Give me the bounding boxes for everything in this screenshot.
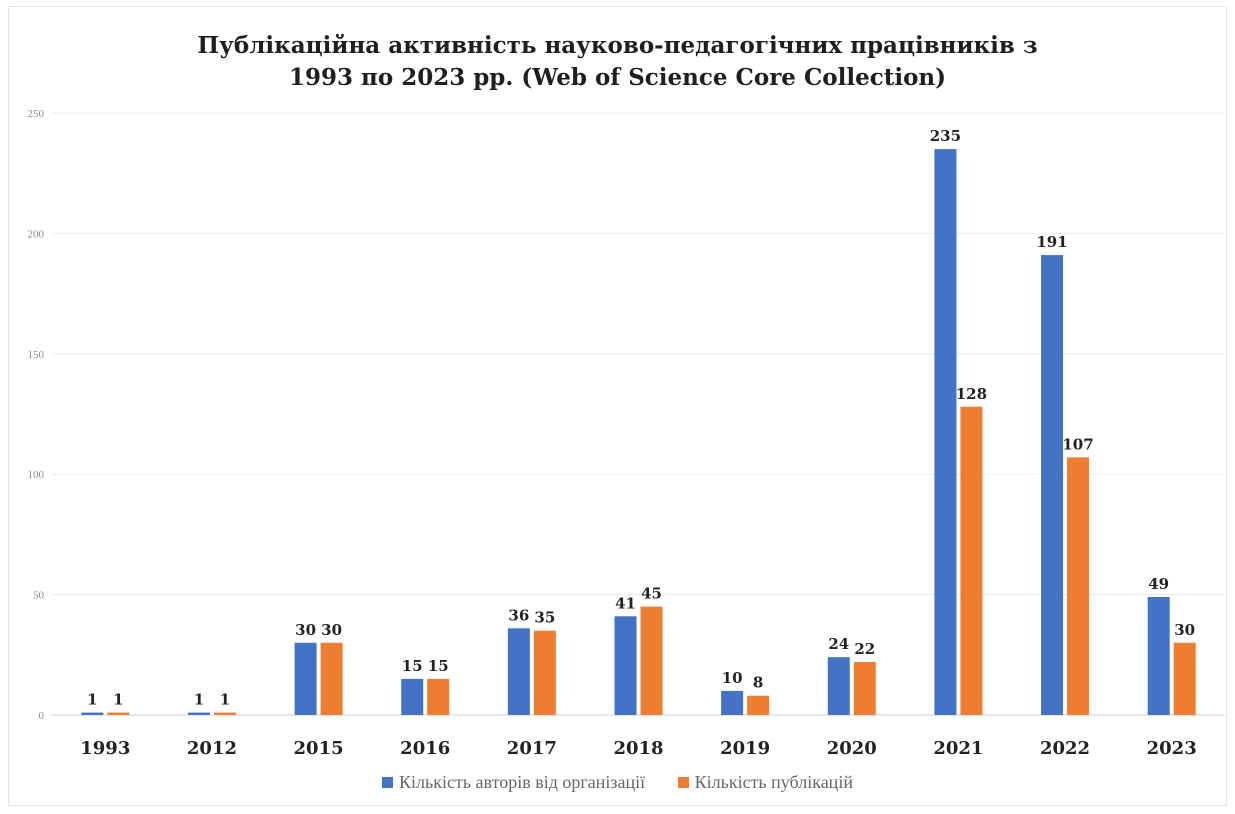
data-label-publications-2022: 107 bbox=[1062, 435, 1093, 453]
bar-publications-2015 bbox=[320, 642, 343, 715]
y-tick-label-200: 200 bbox=[28, 228, 45, 240]
bar-authors-2022 bbox=[1041, 255, 1064, 715]
x-tick-label-2023: 2023 bbox=[1147, 738, 1197, 759]
data-label-publications-2020: 22 bbox=[854, 640, 875, 658]
data-label-publications-2015: 30 bbox=[321, 621, 342, 639]
bar-publications-1993 bbox=[107, 712, 130, 715]
bar-authors-2021 bbox=[934, 149, 957, 715]
bar-publications-2017 bbox=[533, 630, 556, 715]
y-tick-label-100: 100 bbox=[28, 469, 45, 481]
bar-authors-2018 bbox=[614, 616, 637, 715]
data-label-publications-2016: 15 bbox=[428, 657, 449, 675]
data-label-publications-2012: 1 bbox=[220, 691, 230, 709]
legend-item-publications: Кількість публікацій bbox=[677, 772, 853, 793]
bar-authors-2015 bbox=[294, 642, 317, 715]
bar-authors-2023 bbox=[1147, 597, 1170, 715]
bar-publications-2019 bbox=[747, 695, 770, 715]
data-label-publications-1993: 1 bbox=[113, 691, 123, 709]
chart-legend: Кількість авторів від організації Кількі… bbox=[0, 772, 1235, 793]
data-label-authors-2021: 235 bbox=[930, 127, 961, 145]
x-tick-label-2012: 2012 bbox=[187, 738, 237, 759]
data-label-authors-2012: 1 bbox=[194, 691, 204, 709]
bar-publications-2020 bbox=[853, 662, 876, 715]
y-tick-label-0: 0 bbox=[39, 710, 45, 722]
x-tick-label-2022: 2022 bbox=[1040, 738, 1090, 759]
bar-publications-2022 bbox=[1067, 457, 1090, 715]
x-tick-label-2016: 2016 bbox=[400, 738, 450, 759]
data-label-authors-2017: 36 bbox=[508, 606, 529, 624]
legend-item-authors: Кількість авторів від організації bbox=[382, 772, 645, 793]
y-tick-label-150: 150 bbox=[28, 349, 45, 361]
bar-authors-2012 bbox=[187, 712, 210, 715]
data-label-publications-2021: 128 bbox=[956, 385, 987, 403]
x-tick-label-1993: 1993 bbox=[80, 738, 130, 759]
x-tick-label-2015: 2015 bbox=[294, 738, 344, 759]
data-label-authors-2018: 41 bbox=[615, 594, 636, 612]
data-label-publications-2019: 8 bbox=[753, 674, 763, 692]
bar-authors-2017 bbox=[507, 628, 530, 715]
y-tick-label-50: 50 bbox=[33, 590, 45, 602]
data-label-publications-2018: 45 bbox=[641, 585, 662, 603]
chart-title-line-2: 1993 по 2023 рр. (Web of Science Core Co… bbox=[288, 64, 947, 91]
legend-label-publications: Кількість публікацій bbox=[694, 772, 853, 792]
bar-publications-2023 bbox=[1173, 642, 1196, 715]
y-tick-label-250: 250 bbox=[28, 108, 45, 120]
legend-label-authors: Кількість авторів від організації bbox=[399, 772, 646, 792]
bar-publications-2018 bbox=[640, 606, 663, 715]
data-label-authors-2022: 191 bbox=[1036, 233, 1067, 251]
data-label-authors-2023: 49 bbox=[1148, 575, 1169, 593]
legend-swatch-authors bbox=[382, 777, 394, 788]
bar-authors-1993 bbox=[81, 712, 104, 715]
bar-publications-2012 bbox=[213, 712, 236, 715]
x-tick-label-2018: 2018 bbox=[613, 738, 663, 759]
bar-authors-2020 bbox=[827, 657, 850, 715]
data-label-authors-2019: 10 bbox=[722, 669, 743, 687]
chart-title-line-1: Публікаційна активність науково-педагогі… bbox=[197, 32, 1038, 59]
bar-authors-2019 bbox=[721, 690, 744, 715]
data-label-publications-2017: 35 bbox=[534, 609, 555, 627]
bar-authors-2016 bbox=[401, 678, 424, 715]
data-label-authors-2015: 30 bbox=[295, 621, 316, 639]
x-tick-label-2021: 2021 bbox=[933, 738, 983, 759]
x-tick-label-2017: 2017 bbox=[507, 738, 557, 759]
x-tick-label-2020: 2020 bbox=[827, 738, 877, 759]
data-label-publications-2023: 30 bbox=[1174, 621, 1195, 639]
chart-title: Публікаційна активність науково-педагогі… bbox=[0, 30, 1235, 94]
x-tick-label-2019: 2019 bbox=[720, 738, 770, 759]
bar-publications-2021 bbox=[960, 406, 983, 715]
legend-swatch-publications bbox=[677, 777, 689, 788]
data-label-authors-2020: 24 bbox=[828, 635, 849, 653]
bar-publications-2016 bbox=[427, 678, 450, 715]
data-label-authors-1993: 1 bbox=[87, 691, 97, 709]
data-label-authors-2016: 15 bbox=[402, 657, 423, 675]
